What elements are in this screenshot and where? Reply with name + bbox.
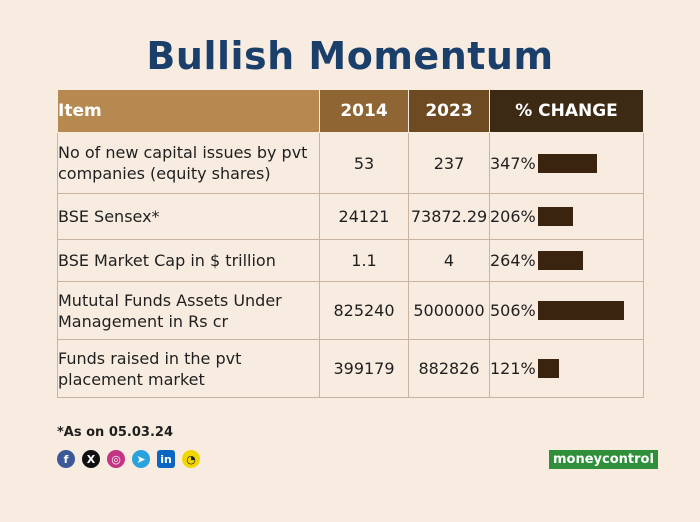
change-bar — [538, 153, 597, 173]
row-value-2023: 4 — [408, 239, 490, 282]
row-change-cell: 264% — [489, 239, 644, 282]
row-value-2014: 825240 — [319, 281, 409, 340]
header-2014: 2014 — [319, 89, 409, 133]
row-change-label: 264% — [490, 251, 536, 270]
row-value-2014: 24121 — [319, 193, 409, 240]
facebook-icon[interactable]: f — [57, 450, 75, 468]
row-change-cell: 206% — [489, 193, 644, 240]
header-2023: 2023 — [408, 89, 490, 133]
row-item-label: Funds raised in the pvt placement market — [57, 339, 320, 398]
row-change-cell: 121% — [489, 339, 644, 398]
row-value-2014: 399179 — [319, 339, 409, 398]
table-row: No of new capital issues by pvt companie… — [57, 132, 644, 194]
header-row: Item 2014 2023 % CHANGE — [57, 89, 644, 133]
row-item-label: No of new capital issues by pvt companie… — [57, 132, 320, 194]
row-value-2023: 5000000 — [408, 281, 490, 340]
row-value-2023: 73872.29 — [408, 193, 490, 240]
change-bar — [538, 359, 559, 378]
table-row: BSE Market Cap in $ trillion 1.1 4 264% — [57, 239, 644, 282]
row-change-label: 121% — [490, 359, 536, 378]
row-value-2023: 882826 — [408, 339, 490, 398]
telegram-icon[interactable]: ➤ — [132, 450, 150, 468]
row-change-label: 206% — [490, 207, 536, 226]
change-bar — [538, 301, 624, 320]
instagram-icon[interactable]: ◎ — [107, 450, 125, 468]
data-table: Item 2014 2023 % CHANGE No of new capita… — [57, 89, 644, 398]
row-item-label: BSE Sensex* — [57, 193, 320, 240]
row-change-label: 347% — [490, 153, 536, 173]
brand-logo[interactable]: moneycontrol — [549, 450, 658, 469]
row-change-cell: 506% — [489, 281, 644, 340]
row-value-2014: 1.1 — [319, 239, 409, 282]
chart-title: Bullish Momentum — [146, 34, 554, 78]
row-value-2023: 237 — [408, 132, 490, 194]
table-row: Mututal Funds Assets Under Management in… — [57, 281, 644, 340]
header-change: % CHANGE — [489, 89, 644, 133]
row-item-label: BSE Market Cap in $ trillion — [57, 239, 320, 282]
linkedin-icon[interactable]: in — [157, 450, 175, 468]
table-row: Funds raised in the pvt placement market… — [57, 339, 644, 398]
row-change-cell: 347% — [489, 132, 644, 194]
x-icon[interactable]: X — [82, 450, 100, 468]
table-row: BSE Sensex* 24121 73872.29 206% — [57, 193, 644, 240]
change-bar — [538, 207, 573, 226]
snapchat-icon[interactable]: ◔ — [182, 450, 200, 468]
footnote: *As on 05.03.24 — [57, 425, 173, 440]
row-item-label: Mututal Funds Assets Under Management in… — [57, 281, 320, 340]
social-icons: f X ◎ ➤ in ◔ — [57, 450, 200, 468]
row-value-2014: 53 — [319, 132, 409, 194]
row-change-label: 506% — [490, 301, 536, 320]
header-item: Item — [57, 89, 320, 133]
change-bar — [538, 251, 583, 270]
